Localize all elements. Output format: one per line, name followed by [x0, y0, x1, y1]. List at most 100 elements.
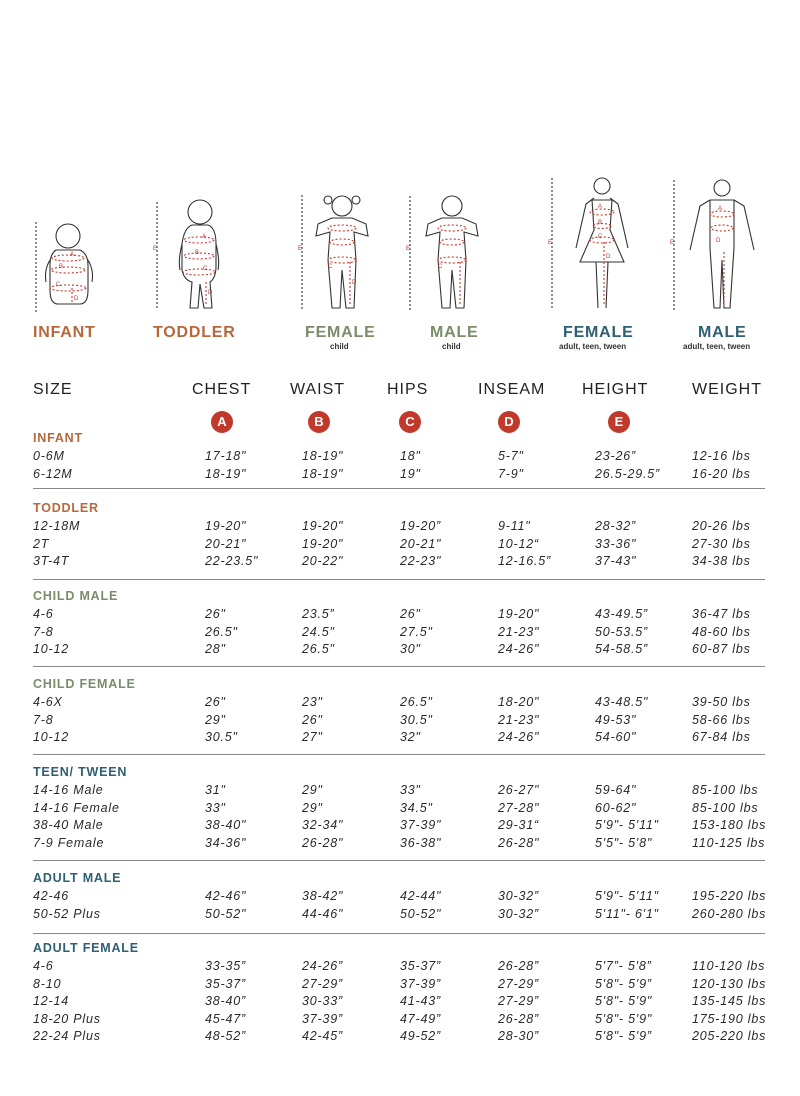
measurement-cell: 21-23"	[498, 712, 540, 727]
measurement-cell: 5'5"- 5'8"	[595, 835, 653, 850]
measurement-cell: 33"	[400, 783, 421, 797]
header-waist: WAIST	[290, 381, 346, 398]
measurement-cell: 27.5"	[400, 624, 433, 639]
measurement-cell: 110-125 lbs	[692, 835, 766, 850]
section-title: TEEN/ TWEEN	[33, 765, 128, 779]
measurement-cell: 49-53"	[595, 712, 637, 727]
table-row: 10-12 30.5" 27" 32" 24-26" 54-60" 67-84 lbs	[0, 730, 800, 748]
measurement-cell: 110-120 lbs	[692, 959, 766, 973]
measurement-cell: 195-220 lbs	[692, 889, 767, 903]
table-row: 14-16 Male 31" 29" 33" 26-27" 59-64" 85-100 lb…	[0, 783, 800, 801]
figure-mark: A	[70, 252, 74, 258]
measurement-cell: 43-48.5"	[595, 695, 649, 709]
measurement-cell: 54-60"	[595, 730, 637, 744]
table-row: 10-12 28" 26.5" 30" 24-26" 54-58.5” 60-87 lbs	[0, 642, 800, 660]
section-title: ADULT FEMALE	[33, 941, 139, 955]
measurement-cell: 18-19"	[205, 466, 247, 481]
badge-b: B	[308, 411, 330, 433]
size-cell: 22-24 Plus	[33, 1029, 101, 1043]
measurement-cell: 58-66 lbs	[692, 712, 751, 727]
measurement-cell: 29"	[205, 712, 226, 727]
measurement-cell: 19-20"	[498, 607, 540, 621]
table-row: 4-6 33-35” 24-26” 35-37” 26-28” 5'7”- 5'8” 110…	[0, 959, 800, 977]
size-cell: 14-16 Female	[33, 800, 120, 815]
female-child-figure-icon: E D C	[298, 195, 369, 310]
measurement-cell: 26.5"	[400, 695, 433, 709]
figure-label: MALE	[430, 324, 479, 341]
measurement-cell: 34.5"	[400, 800, 433, 815]
measurement-cell: 30-32”	[498, 906, 539, 921]
measurement-cell: 30-32”	[498, 889, 539, 903]
figure-mark: E	[153, 246, 157, 252]
figure-label: TODDLER	[153, 324, 236, 341]
size-cell: 7-8	[33, 712, 54, 727]
measurement-cell: 23-26”	[595, 449, 636, 463]
body-figures: A B C D INFANT E A B	[0, 170, 800, 360]
measurement-cell: 120-130 lbs	[692, 976, 767, 991]
section-title: TODDLER	[33, 501, 99, 515]
measurement-cell: 60-62"	[595, 800, 637, 815]
table-row: 7-8 26.5" 24.5" 27.5" 21-23" 50-53.5” 48-60 lb…	[0, 625, 800, 643]
section-divider	[33, 488, 765, 489]
male-child-figure-icon: E C	[406, 195, 479, 310]
measurement-cell: 26"	[302, 712, 323, 727]
measurement-cell: 29"	[302, 783, 323, 797]
measurement-cell: 37-39”	[400, 976, 441, 991]
header-weight: WEIGHT	[692, 381, 762, 398]
badge-d: D	[498, 411, 520, 433]
section-divider	[33, 666, 765, 667]
measurement-cell: 41-43”	[400, 994, 441, 1008]
measurement-cell: 50-52"	[205, 906, 247, 921]
measurement-cell: 20-22"	[302, 554, 344, 568]
header-inseam: INSEAM	[478, 381, 546, 398]
measurement-cell: 18"	[400, 449, 421, 463]
measurement-cell: 260-280 lbs	[692, 906, 767, 921]
measurement-cell: 39-50 lbs	[692, 695, 751, 709]
measurement-cell: 50-52"	[400, 906, 442, 921]
measurement-cell: 31"	[205, 783, 226, 797]
section-title: INFANT	[33, 431, 83, 445]
figure-mark: C	[328, 264, 333, 270]
measurement-cell: 27-29”	[302, 976, 343, 991]
figure-mark: E	[548, 240, 552, 246]
measurement-cell: 7-9"	[498, 466, 524, 481]
figure-mark: E	[298, 246, 302, 252]
figure-mark: C	[438, 264, 443, 270]
measurement-cell: 37-39"	[400, 818, 442, 832]
measurement-cell: 48-60 lbs	[692, 624, 751, 639]
figure-mark: A	[718, 206, 722, 212]
measurement-cell: 44-46"	[302, 906, 344, 921]
measurement-cell: 5'8"- 5'9”	[595, 1029, 652, 1043]
measurement-cell: 22-23.5"	[205, 554, 259, 568]
table-row: 3T-4T 22-23.5" 20-22" 22-23" 12-16.5” 37-43" 3…	[0, 554, 800, 572]
measurement-cell: 30"	[400, 642, 421, 656]
table-row: 38-40 Male 38-40" 32-34" 37-39" 29-31“ 5'9"- …	[0, 818, 800, 836]
measurement-cell: 27-29”	[498, 976, 539, 991]
table-row: 0-6M 17-18" 18-19" 18" 5-7" 23-26” 12-16 lbs	[0, 449, 800, 467]
figure-label: INFANT	[33, 324, 96, 341]
measurement-cell: 20-21"	[205, 536, 247, 551]
measurement-cell: 42-45”	[302, 1029, 343, 1043]
table-row: 22-24 Plus 48-52” 42-45” 49-52” 28-30” 5'8"- …	[0, 1029, 800, 1047]
measurement-cell: 5'8"- 5'9"	[595, 994, 653, 1008]
measurement-cell: 26-28”	[498, 959, 539, 973]
measurement-cell: 27"	[302, 730, 323, 744]
measurement-cell: 28-30”	[498, 1029, 539, 1043]
measurement-cell: 32-34"	[302, 818, 344, 832]
table-row: 4-6X 26" 23" 26.5" 18-20" 43-48.5" 39-50 lbs	[0, 695, 800, 713]
section-divider	[33, 933, 765, 934]
table-row: 7-8 29" 26" 30.5" 21-23" 49-53" 58-66 lbs	[0, 713, 800, 731]
size-cell: 50-52 Plus	[33, 906, 101, 921]
measurement-cell: 19-20”	[400, 519, 441, 533]
size-cell: 10-12	[33, 730, 69, 744]
measurement-cell: 60-87 lbs	[692, 642, 751, 656]
size-cell: 4-6	[33, 607, 54, 621]
figure-mark: D	[352, 280, 357, 286]
section-title: CHILD FEMALE	[33, 677, 136, 691]
section-title: ADULT MALE	[33, 871, 122, 885]
measurement-cell: 5'8"- 5'9"	[595, 1011, 653, 1026]
measurement-cell: 153-180 lbs	[692, 818, 767, 832]
table-row: 12-14 38-40” 30-33” 41-43” 27-29” 5'8"- 5'9" 1…	[0, 994, 800, 1012]
measurement-cell: 48-52”	[205, 1029, 246, 1043]
measurement-cell: 27-29”	[498, 994, 539, 1008]
